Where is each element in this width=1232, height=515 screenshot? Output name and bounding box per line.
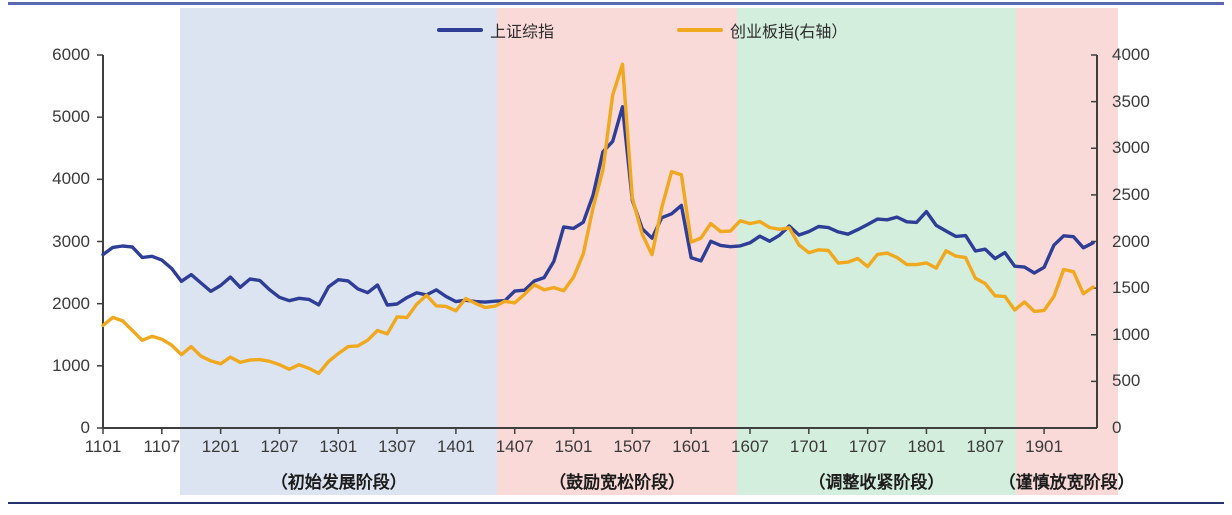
x-tick-label: 1707 (848, 437, 887, 456)
phase-band-1 (180, 8, 498, 495)
left-axis-tick-label: 5000 (52, 107, 90, 127)
left-axis-tick-label: 2000 (52, 293, 90, 313)
left-axis-tick-label: 3000 (52, 231, 90, 251)
x-tick-label: 1701 (789, 437, 828, 456)
x-tick-label: 1501 (554, 437, 593, 456)
left-axis-tick-label: 4000 (52, 169, 90, 189)
phase-band-2 (497, 8, 738, 495)
right-axis-tick-label: 2000 (1112, 231, 1150, 251)
legend-item-chinext: 创业板指(右轴） (677, 21, 848, 41)
x-tick-label: 1507 (613, 437, 652, 456)
right-axis-tick-label: 0 (1112, 418, 1122, 437)
x-tick-label: 1807 (966, 437, 1005, 456)
x-tick-label: 1607 (731, 437, 769, 456)
x-tick-label: 1801 (907, 437, 946, 456)
chinext-line (101, 62, 1095, 376)
sse-legend-label: 上证综指 (490, 24, 555, 41)
phase-label-4: （谨慎放宽阶段） (998, 473, 1135, 492)
phase-band-4 (1015, 8, 1118, 495)
right-axis-tick-label: 4000 (1112, 45, 1150, 64)
right-axis-tick-label: 500 (1112, 371, 1141, 391)
left-axis-tick-label: 0 (80, 418, 90, 437)
right-axis-tick-label: 3500 (1112, 91, 1150, 111)
right-axis-tick-label: 1000 (1112, 324, 1150, 344)
legend-item-sse: 上证综指 (437, 21, 555, 41)
x-tick-label: 1601 (672, 437, 711, 456)
sse-legend-swatch (437, 27, 483, 33)
phase-label-2: （鼓励宽松阶段） (549, 473, 686, 492)
x-tick-label: 1201 (201, 437, 240, 456)
top-divider (8, 2, 1224, 5)
x-tick-label: 1207 (260, 437, 299, 456)
chinext-legend-swatch (677, 27, 723, 33)
left-axis-tick-label: 1000 (52, 355, 90, 375)
x-tick-label: 1307 (378, 437, 416, 456)
x-tick-label: 1407 (495, 437, 534, 456)
x-tick-label: 1107 (143, 437, 181, 456)
x-tick-label: 1901 (1025, 437, 1063, 456)
chinext-legend-label: 创业板指(右轴） (730, 24, 848, 41)
phase-band-3 (737, 8, 1016, 495)
phase-label-3: （调整收紧阶段） (808, 473, 945, 492)
x-tick-label: 1101 (84, 437, 122, 456)
x-tick-label: 1301 (319, 437, 358, 456)
phase-label-1: （初始发展阶段） (270, 473, 407, 492)
right-axis-tick-label: 1500 (1112, 278, 1150, 298)
left-axis-tick-label: 6000 (52, 45, 90, 64)
x-tick-label: 1401 (436, 437, 475, 456)
right-axis-tick-label: 2500 (1112, 184, 1150, 204)
bottom-divider (8, 502, 1224, 504)
sse-line (101, 105, 1095, 307)
right-axis-tick-label: 3000 (1112, 138, 1150, 158)
